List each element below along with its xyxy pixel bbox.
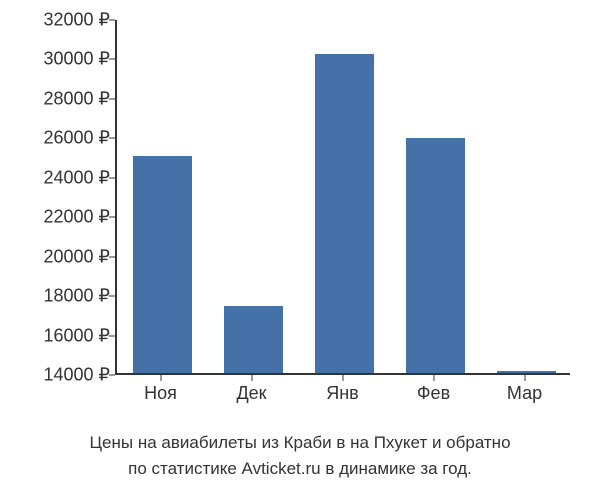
y-axis-label: 30000 ₽ [43, 49, 110, 70]
bar [224, 306, 283, 373]
x-tick-mark [251, 375, 252, 381]
y-axis-label: 18000 ₽ [43, 286, 110, 307]
bar [406, 138, 465, 373]
y-tick-mark [109, 20, 115, 21]
x-tick-mark [433, 375, 434, 381]
x-axis-label: Янв [326, 383, 359, 404]
plot-area [115, 20, 570, 375]
y-tick-mark [109, 177, 115, 178]
x-axis-label: Фев [417, 383, 450, 404]
y-axis-label: 22000 ₽ [43, 207, 110, 228]
y-axis-label: 32000 ₽ [43, 10, 110, 31]
y-tick-mark [109, 138, 115, 139]
y-axis-label: 26000 ₽ [43, 128, 110, 149]
y-tick-mark [109, 98, 115, 99]
y-axis-label: 16000 ₽ [43, 325, 110, 346]
x-axis-label: Мар [507, 383, 542, 404]
y-tick-mark [109, 375, 115, 376]
bar [497, 371, 556, 373]
y-axis-label: 20000 ₽ [43, 246, 110, 267]
x-axis-label: Ноя [144, 383, 177, 404]
chart-caption: Цены на авиабилеты из Краби в на Пхукет … [0, 430, 600, 481]
y-tick-mark [109, 296, 115, 297]
caption-line-2: по статистике Avticket.ru в динамике за … [128, 459, 472, 478]
x-tick-mark [160, 375, 161, 381]
y-tick-mark [109, 217, 115, 218]
y-tick-mark [109, 256, 115, 257]
y-axis-label: 24000 ₽ [43, 167, 110, 188]
x-tick-mark [342, 375, 343, 381]
x-tick-mark [524, 375, 525, 381]
y-tick-mark [109, 59, 115, 60]
bar [315, 54, 374, 374]
caption-line-1: Цены на авиабилеты из Краби в на Пхукет … [89, 433, 510, 452]
price-chart: 14000 ₽ 16000 ₽ 18000 ₽ 20000 ₽ 22000 ₽ 24000… [20, 20, 580, 415]
y-axis-label: 14000 ₽ [43, 365, 110, 386]
y-tick-mark [109, 335, 115, 336]
x-axis-label: Дек [236, 383, 266, 404]
bar [133, 156, 192, 373]
y-axis-label: 28000 ₽ [43, 88, 110, 109]
